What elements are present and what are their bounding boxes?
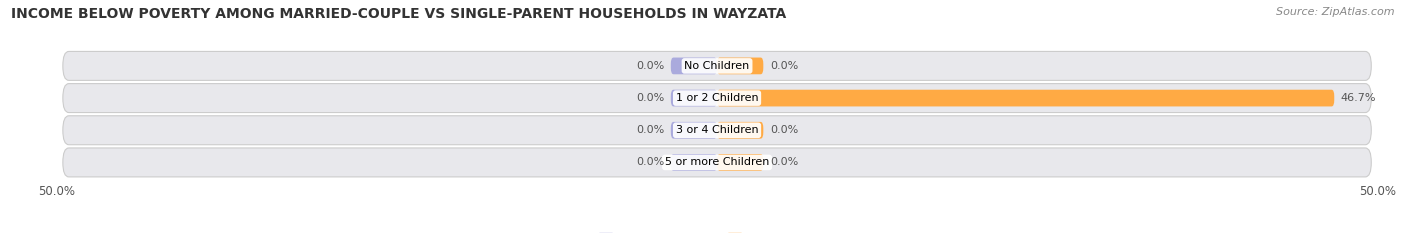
- Text: No Children: No Children: [685, 61, 749, 71]
- FancyBboxPatch shape: [671, 154, 717, 171]
- Text: Source: ZipAtlas.com: Source: ZipAtlas.com: [1277, 7, 1395, 17]
- Text: 0.0%: 0.0%: [636, 93, 664, 103]
- Text: 0.0%: 0.0%: [770, 61, 799, 71]
- FancyBboxPatch shape: [63, 148, 1371, 177]
- Text: INCOME BELOW POVERTY AMONG MARRIED-COUPLE VS SINGLE-PARENT HOUSEHOLDS IN WAYZATA: INCOME BELOW POVERTY AMONG MARRIED-COUPL…: [11, 7, 786, 21]
- FancyBboxPatch shape: [717, 90, 1334, 106]
- FancyBboxPatch shape: [671, 90, 717, 106]
- FancyBboxPatch shape: [717, 58, 763, 74]
- FancyBboxPatch shape: [63, 84, 1371, 113]
- Text: 0.0%: 0.0%: [636, 158, 664, 168]
- Text: 3 or 4 Children: 3 or 4 Children: [676, 125, 758, 135]
- FancyBboxPatch shape: [63, 116, 1371, 145]
- Text: 0.0%: 0.0%: [636, 61, 664, 71]
- Text: 5 or more Children: 5 or more Children: [665, 158, 769, 168]
- Text: 1 or 2 Children: 1 or 2 Children: [676, 93, 758, 103]
- FancyBboxPatch shape: [717, 154, 763, 171]
- Text: 0.0%: 0.0%: [770, 158, 799, 168]
- FancyBboxPatch shape: [671, 122, 717, 139]
- FancyBboxPatch shape: [671, 58, 717, 74]
- Text: 46.7%: 46.7%: [1341, 93, 1376, 103]
- FancyBboxPatch shape: [717, 122, 763, 139]
- Text: 0.0%: 0.0%: [770, 125, 799, 135]
- Text: 0.0%: 0.0%: [636, 125, 664, 135]
- FancyBboxPatch shape: [63, 51, 1371, 80]
